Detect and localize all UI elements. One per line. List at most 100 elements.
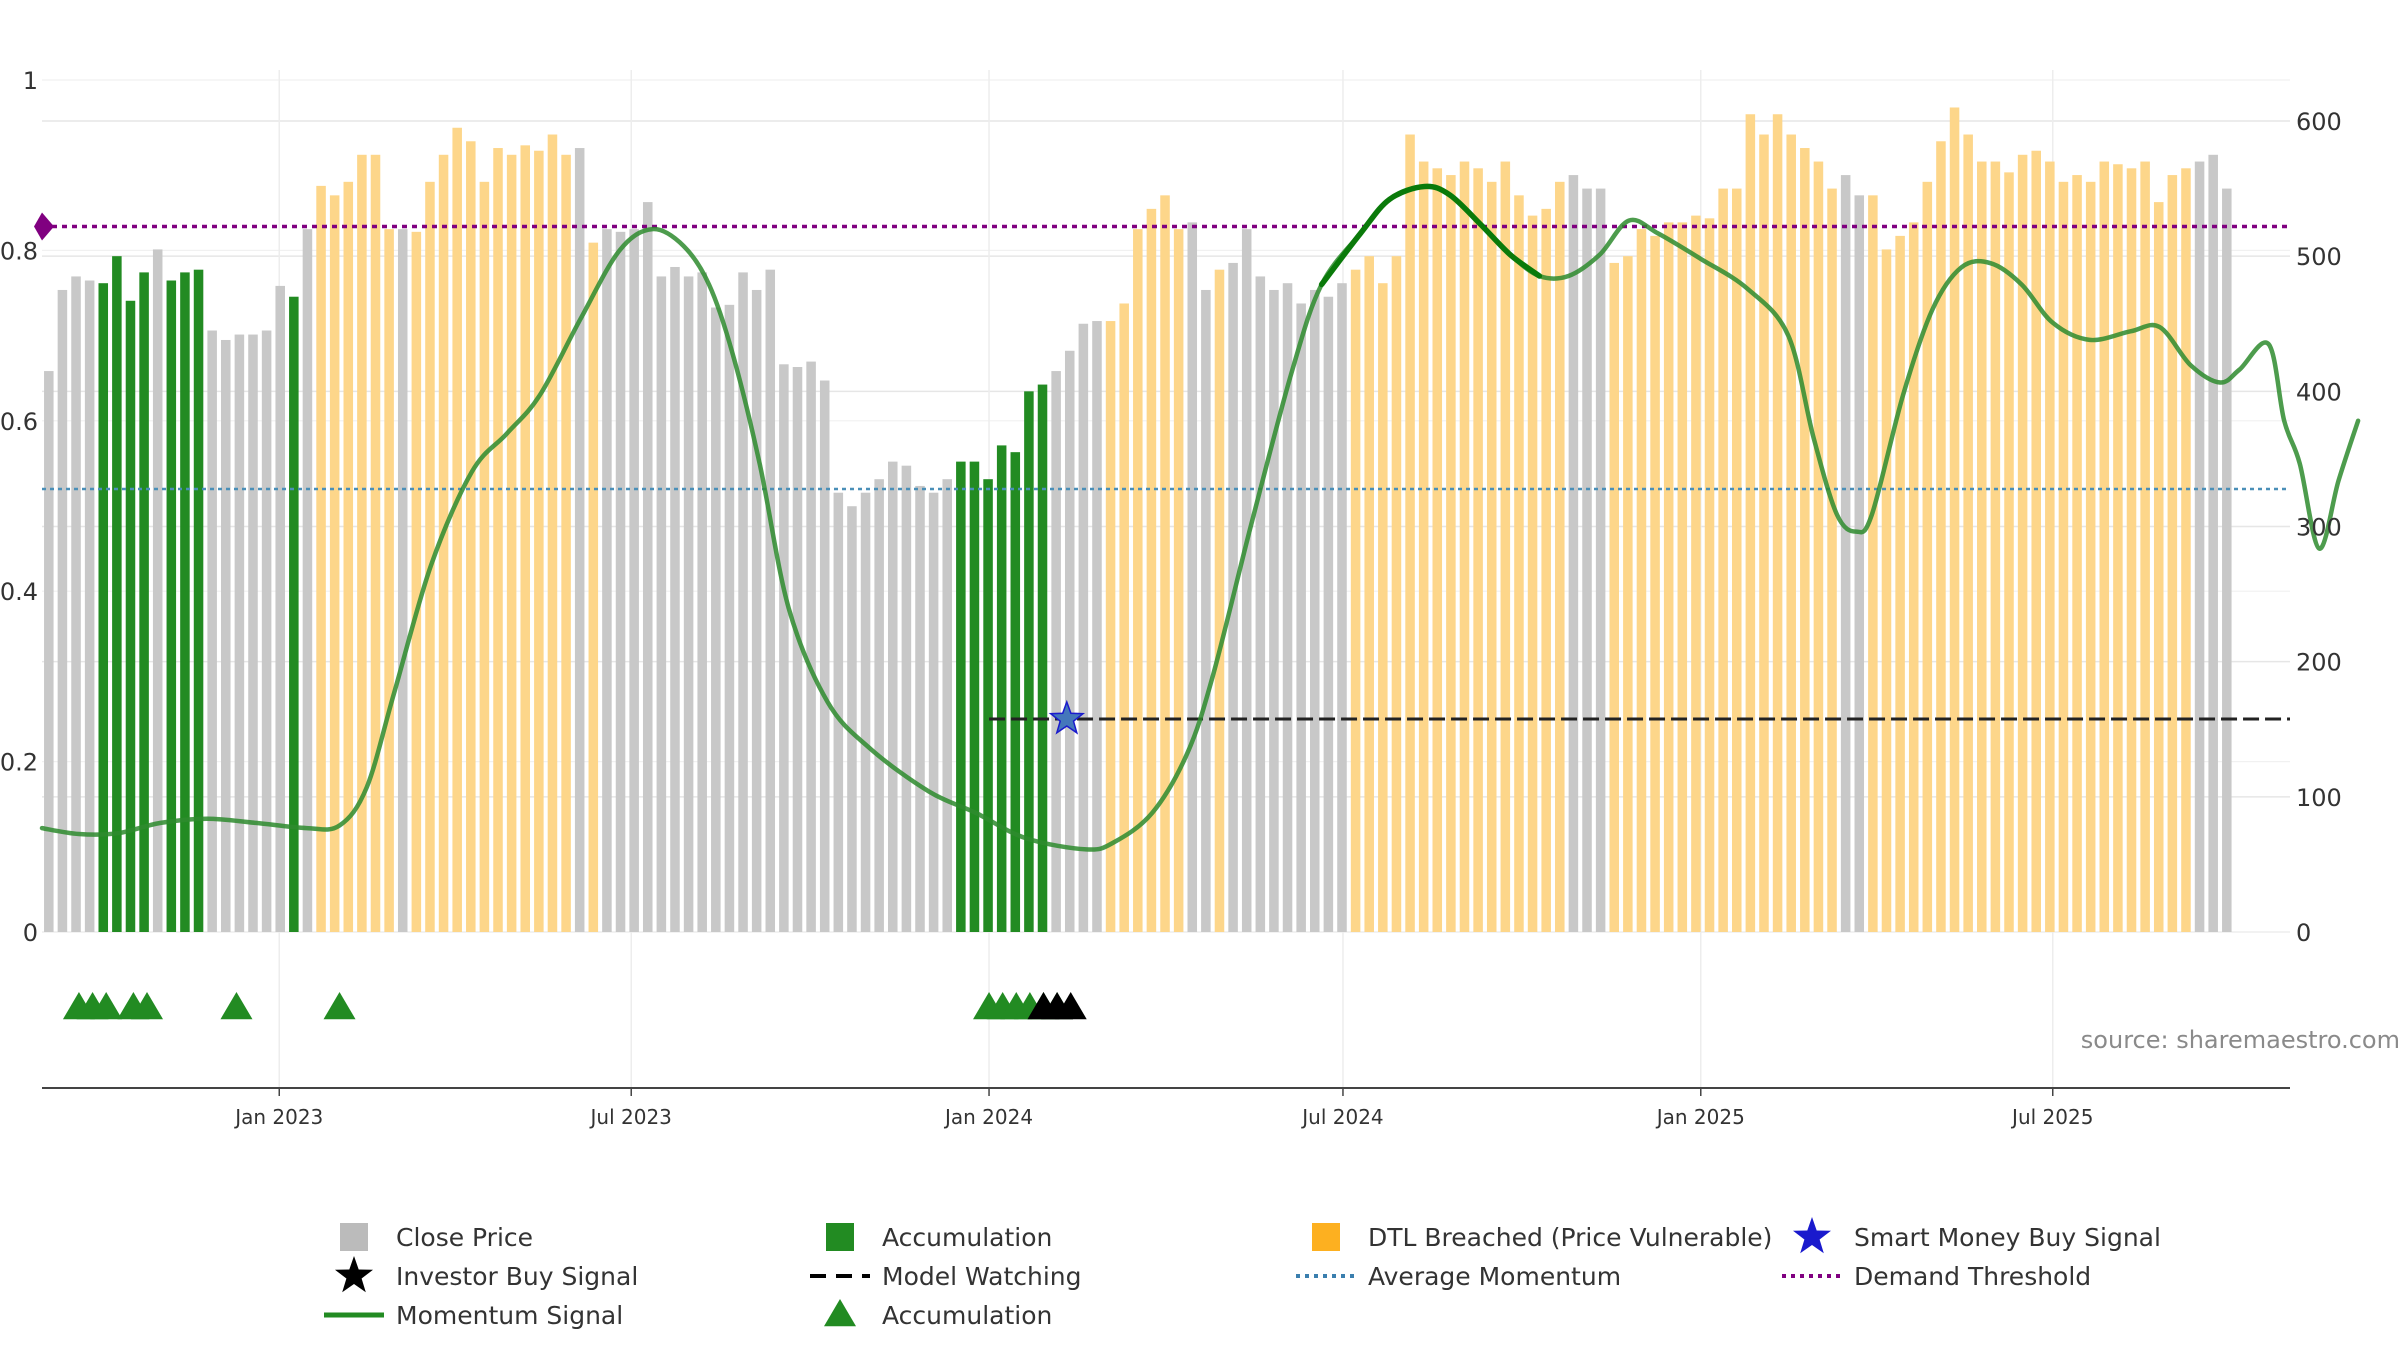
left-axis-tick-label: 0.2 <box>0 749 38 777</box>
price-bar <box>1146 208 1157 933</box>
x-axis-tick-label: Jan 2024 <box>943 1105 1033 1129</box>
price-bar <box>1949 107 1960 933</box>
legend-swatch-star-icon <box>1793 1217 1831 1254</box>
price-bar <box>44 371 54 932</box>
price-bar <box>1310 289 1320 933</box>
price-bar <box>2058 181 2069 932</box>
price-bar <box>806 361 816 933</box>
price-bar <box>1786 134 1796 932</box>
price-bar <box>1568 175 1579 932</box>
momentum-line-strong <box>1318 183 1543 288</box>
price-bar <box>738 272 748 932</box>
price-bar <box>2113 164 2123 932</box>
price-bar <box>152 249 163 932</box>
price-bar <box>1010 452 1021 932</box>
price-bar <box>996 445 1007 932</box>
price-bar <box>397 229 408 932</box>
price-bar <box>139 272 149 932</box>
price-bar <box>1595 188 1606 932</box>
x-axis-tick-label: Jan 2025 <box>1655 1105 1745 1129</box>
smart-money-buy-star-icon <box>1048 699 1086 735</box>
left-axis-tick-label: 0.8 <box>0 237 38 265</box>
price-bar <box>670 266 680 933</box>
price-bar <box>888 461 898 932</box>
legend: Close Price Accumulation DTL Breached (Pri… <box>324 1217 2161 1330</box>
price-bar <box>2140 161 2150 933</box>
momentum-line <box>39 184 2361 852</box>
right-axis-tick-label: 200 <box>2296 649 2342 677</box>
price-bar <box>125 300 136 932</box>
price-bar <box>711 307 721 932</box>
left-axis-tick-label: 0.4 <box>0 578 38 606</box>
legend-swatch-square <box>1312 1223 1340 1251</box>
accumulation-triangle-icon <box>131 992 164 1020</box>
price-bar <box>1663 222 1674 933</box>
price-bar <box>493 148 503 932</box>
price-bar <box>193 269 204 932</box>
price-bar <box>316 185 326 932</box>
price-bar <box>1800 148 1810 932</box>
left-axis-tick-label: 0.6 <box>0 408 38 436</box>
price-bar <box>1391 256 1402 932</box>
price-bar <box>466 141 476 932</box>
legend-swatch-star-icon <box>335 1256 373 1293</box>
price-bar <box>2208 154 2218 933</box>
price-bar <box>629 229 639 932</box>
price-bar <box>1650 235 1660 932</box>
price-bar <box>2099 161 2110 933</box>
price-bar <box>2031 150 2041 933</box>
price-bar <box>1759 134 1769 932</box>
price-bar <box>1051 371 1061 932</box>
price-bar <box>615 231 626 933</box>
left-axis-tick-label: 0 <box>23 919 38 947</box>
price-bar <box>1133 229 1143 932</box>
price-bar <box>534 150 544 933</box>
legend-label: Smart Money Buy Signal <box>1854 1223 2161 1252</box>
price-bar <box>1323 296 1334 933</box>
price-bar <box>602 229 612 932</box>
legend-label: Accumulation <box>882 1301 1052 1330</box>
signal-markers <box>62 699 1087 1020</box>
price-bar <box>847 506 857 932</box>
price-bar <box>1241 229 1252 932</box>
price-bar <box>642 202 653 933</box>
price-bar <box>1337 283 1347 932</box>
price-bar <box>1446 175 1456 932</box>
price-bar <box>983 479 993 932</box>
price-bar <box>1718 188 1728 932</box>
price-bar <box>57 289 68 933</box>
price-bar <box>561 154 571 933</box>
price-bar <box>1187 222 1198 933</box>
right-axis-tick-label: 500 <box>2296 243 2342 271</box>
x-axis-tick-label: Jul 2025 <box>2010 1105 2093 1129</box>
price-bar <box>1173 229 1184 932</box>
price-bar <box>166 280 177 932</box>
price-bar <box>765 269 776 932</box>
price-bar <box>1527 215 1538 932</box>
price-bar <box>1282 283 1293 932</box>
price-bar <box>1745 114 1756 933</box>
price-bar <box>1037 384 1048 932</box>
x-axis-tick-label: Jul 2023 <box>589 1105 672 1129</box>
price-bar <box>1623 256 1633 932</box>
price-bar <box>1895 235 1905 932</box>
price-bar <box>1092 321 1102 932</box>
price-bar <box>112 256 122 932</box>
right-axis-tick-label: 300 <box>2296 514 2342 542</box>
legend-swatch-square <box>340 1223 368 1251</box>
price-bar <box>1813 161 1824 933</box>
price-bar <box>2126 168 2137 932</box>
price-bar <box>1691 215 1701 932</box>
price-bar <box>2222 188 2232 932</box>
price-bar <box>357 154 367 933</box>
price-bar <box>438 154 449 933</box>
price-bar <box>370 154 381 933</box>
price-bar <box>1555 181 1565 932</box>
right-axis-tick-label: 600 <box>2296 108 2342 136</box>
price-bar <box>1609 262 1619 932</box>
legend-label: Close Price <box>396 1223 533 1252</box>
price-bar <box>1214 269 1225 932</box>
price-bar <box>2072 175 2082 932</box>
accumulation-triangle-icon <box>90 992 123 1020</box>
